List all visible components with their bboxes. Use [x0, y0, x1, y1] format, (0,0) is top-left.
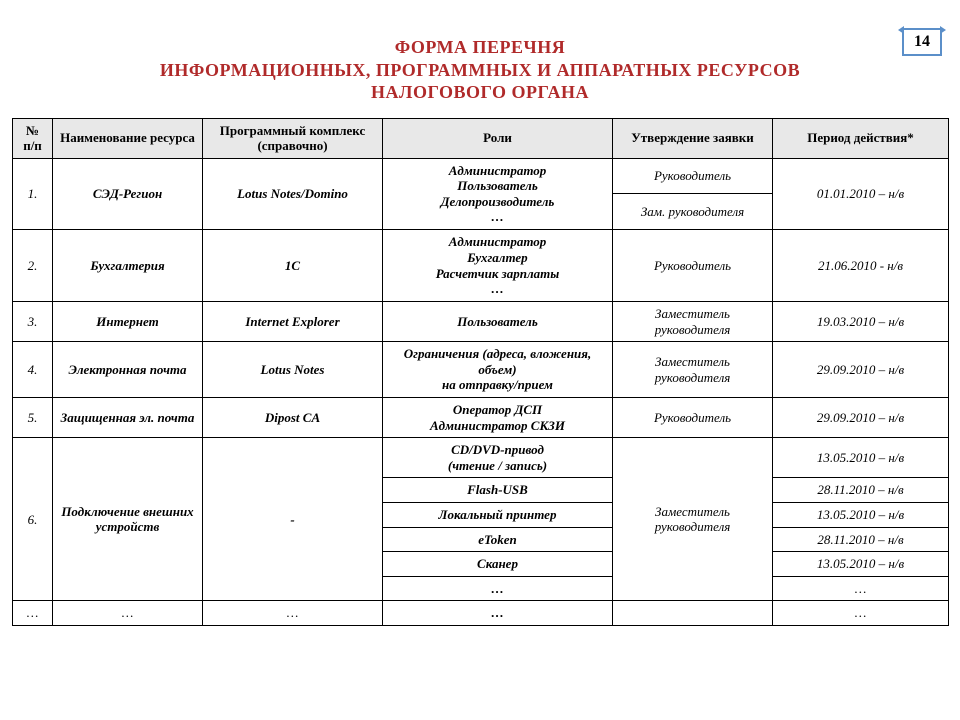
- cell-roles: CD/DVD-привод(чтение / запись): [383, 438, 613, 478]
- table-header-row: № п/п Наименование ресурса Программный к…: [13, 118, 949, 158]
- cell-software: Lotus Notes/Domino: [203, 158, 383, 229]
- cell-period: 13.05.2010 – н/в: [773, 552, 949, 577]
- cell-approver: Руководитель: [613, 158, 773, 194]
- table-row: … … … … …: [13, 601, 949, 626]
- cell-num: 6.: [13, 438, 53, 601]
- page-title: ФОРМА ПЕРЕЧНЯ ИНФОРМАЦИОННЫХ, ПРОГРАММНЫ…: [0, 0, 960, 118]
- cell-software: Internet Explorer: [203, 302, 383, 342]
- cell-num: 4.: [13, 342, 53, 398]
- cell-period: …: [773, 576, 949, 601]
- col-software: Программный комплекс (справочно): [203, 118, 383, 158]
- table-row: 5. Защищенная эл. почта Dipost CA Операт…: [13, 398, 949, 438]
- title-line-3: НАЛОГОВОГО ОРГАНА: [20, 81, 940, 104]
- cell-software: Lotus Notes: [203, 342, 383, 398]
- cell-num: 1.: [13, 158, 53, 229]
- cell-num: 2.: [13, 230, 53, 302]
- cell-period: 28.11.2010 – н/в: [773, 478, 949, 503]
- col-period: Период действия*: [773, 118, 949, 158]
- table-row: 2. Бухгалтерия 1С АдминистраторБухгалтер…: [13, 230, 949, 302]
- cell-name: Интернет: [53, 302, 203, 342]
- table-row: 4. Электронная почта Lotus Notes Огранич…: [13, 342, 949, 398]
- page-number-badge: 14: [902, 28, 942, 56]
- cell-period: 19.03.2010 – н/в: [773, 302, 949, 342]
- cell-num: 3.: [13, 302, 53, 342]
- cell-period: 01.01.2010 – н/в: [773, 158, 949, 229]
- cell-roles: АдминистраторБухгалтерРасчетчик зарплаты…: [383, 230, 613, 302]
- cell-num: 5.: [13, 398, 53, 438]
- table-row: 3. Интернет Internet Explorer Пользовате…: [13, 302, 949, 342]
- cell-name: СЭД-Регион: [53, 158, 203, 229]
- col-roles: Роли: [383, 118, 613, 158]
- cell-software: 1С: [203, 230, 383, 302]
- resources-table: № п/п Наименование ресурса Программный к…: [12, 118, 949, 626]
- cell-name: Защищенная эл. почта: [53, 398, 203, 438]
- cell-name: Электронная почта: [53, 342, 203, 398]
- cell-roles: Flash-USB: [383, 478, 613, 503]
- cell-roles: Локальный принтер: [383, 503, 613, 528]
- cell-roles: Ограничения (адреса, вложения, объем)на …: [383, 342, 613, 398]
- cell-approver: Заместитель руководителя: [613, 342, 773, 398]
- cell-roles: eToken: [383, 527, 613, 552]
- cell-approver: Заместитель руководителя: [613, 438, 773, 601]
- cell-software: …: [203, 601, 383, 626]
- title-line-2: ИНФОРМАЦИОННЫХ, ПРОГРАММНЫХ И АППАРАТНЫХ…: [20, 59, 940, 82]
- col-num: № п/п: [13, 118, 53, 158]
- table-row: 6. Подключение внешних устройств - CD/DV…: [13, 438, 949, 478]
- cell-num: …: [13, 601, 53, 626]
- cell-roles: …: [383, 576, 613, 601]
- cell-period: …: [773, 601, 949, 626]
- cell-period: 13.05.2010 – н/в: [773, 438, 949, 478]
- cell-approver: Заместитель руководителя: [613, 302, 773, 342]
- cell-roles: Оператор ДСПАдминистратор СКЗИ: [383, 398, 613, 438]
- cell-period: 21.06.2010 - н/в: [773, 230, 949, 302]
- cell-period: 29.09.2010 – н/в: [773, 398, 949, 438]
- cell-software: -: [203, 438, 383, 601]
- cell-approver: [613, 601, 773, 626]
- cell-roles: Сканер: [383, 552, 613, 577]
- cell-software: Dipost CA: [203, 398, 383, 438]
- cell-name: Бухгалтерия: [53, 230, 203, 302]
- cell-roles: АдминистраторПользовательДелопроизводите…: [383, 158, 613, 229]
- title-line-1: ФОРМА ПЕРЕЧНЯ: [20, 36, 940, 59]
- cell-approver: Руководитель: [613, 398, 773, 438]
- cell-roles: …: [383, 601, 613, 626]
- cell-roles: Пользователь: [383, 302, 613, 342]
- table-row: 1. СЭД-Регион Lotus Notes/Domino Админис…: [13, 158, 949, 194]
- col-name: Наименование ресурса: [53, 118, 203, 158]
- cell-name: Подключение внешних устройств: [53, 438, 203, 601]
- col-approval: Утверждение заявки: [613, 118, 773, 158]
- cell-approver: Руководитель: [613, 230, 773, 302]
- cell-period: 13.05.2010 – н/в: [773, 503, 949, 528]
- cell-period: 28.11.2010 – н/в: [773, 527, 949, 552]
- cell-approver: Зам. руководителя: [613, 194, 773, 230]
- cell-name: …: [53, 601, 203, 626]
- cell-period: 29.09.2010 – н/в: [773, 342, 949, 398]
